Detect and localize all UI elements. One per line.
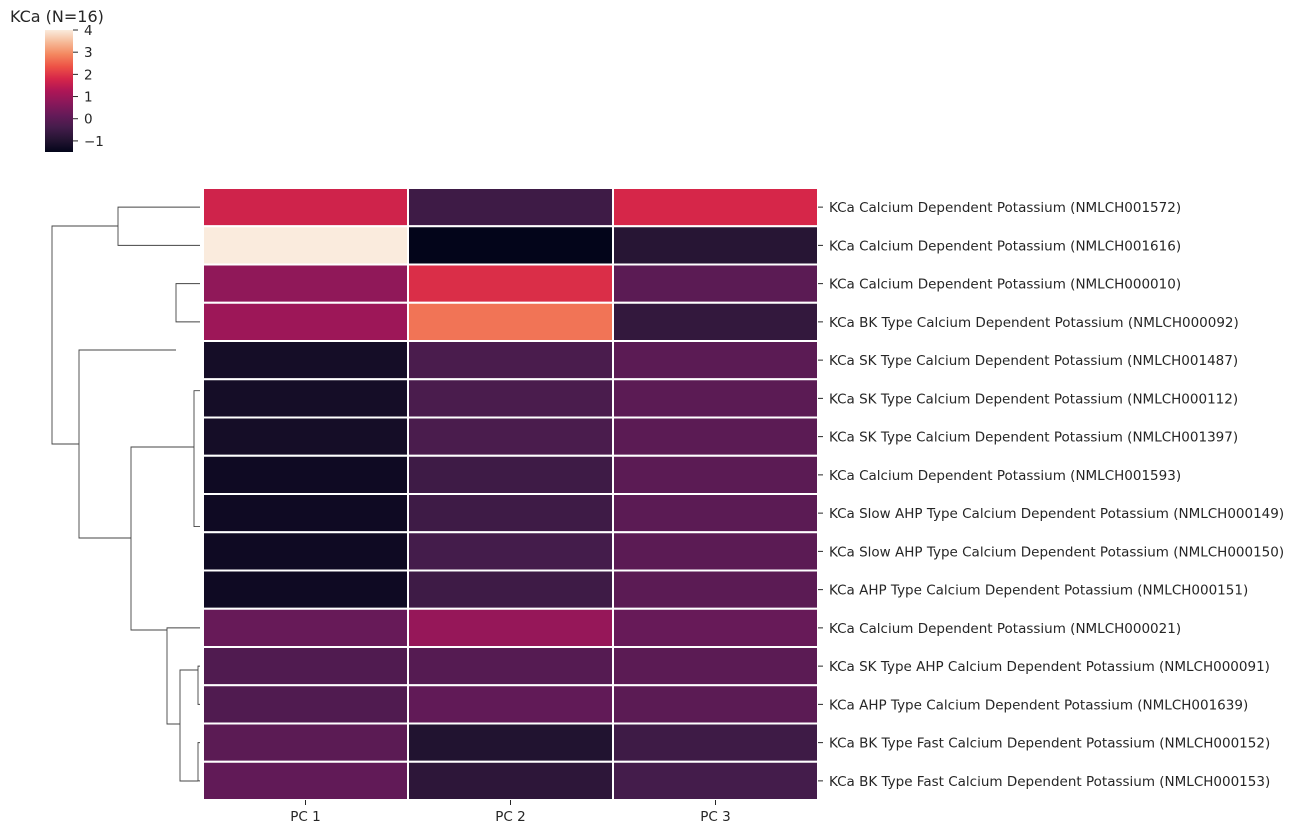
dendrogram-link (78, 349, 176, 539)
heatmap-cell (202, 760, 409, 801)
row-label: KCa Calcium Dependent Potassium (NMLCH00… (829, 468, 1181, 484)
heatmap-cell (612, 454, 819, 495)
heatmap-cell (612, 684, 819, 725)
row-label: KCa Calcium Dependent Potassium (NMLCH00… (829, 277, 1181, 293)
column-labels: PC 1 PC 2 PC 3 (290, 800, 731, 825)
heatmap-cell (202, 416, 409, 457)
chart-title: KCa (N=16) (10, 7, 104, 26)
colorbar-tick-label: −1 (84, 134, 104, 150)
heatmap-cell (202, 454, 409, 495)
heatmap-cell (612, 646, 819, 687)
heatmap-cell (407, 263, 614, 304)
heatmap-cell (612, 263, 819, 304)
heatmap-cell (407, 569, 614, 610)
heatmap-cell (407, 416, 614, 457)
heatmap-cell (612, 607, 819, 648)
row-label: KCa Calcium Dependent Potassium (NMLCH00… (829, 200, 1181, 216)
dendrogram-link (179, 669, 198, 782)
heatmap-cell (407, 684, 614, 725)
heatmap-cell (612, 531, 819, 572)
colorbar-tick-label: 4 (84, 23, 93, 39)
heatmap-cell (407, 340, 614, 381)
heatmap-cell (407, 646, 614, 687)
row-dendrogram (51, 206, 200, 782)
dendrogram-link (193, 390, 200, 527)
row-label: KCa SK Type Calcium Dependent Potassium … (829, 391, 1238, 407)
dendrogram-link (175, 283, 200, 323)
dendrogram-link (197, 665, 200, 705)
heatmap-cell (202, 684, 409, 725)
dendrogram-link (117, 206, 200, 246)
colorbar-tick-label: 0 (84, 112, 93, 128)
heatmap-cell (407, 454, 614, 495)
heatmap-cell (202, 225, 409, 266)
column-label: PC 1 (290, 809, 320, 825)
heatmap-cell (202, 187, 409, 228)
row-label: KCa SK Type AHP Calcium Dependent Potass… (829, 659, 1270, 675)
colorbar-tick-label: 1 (84, 90, 93, 106)
row-labels: KCa Calcium Dependent Potassium (NMLCH00… (818, 200, 1284, 790)
heatmap-cell (612, 187, 819, 228)
heatmap-cell (407, 187, 614, 228)
dendrogram-link (166, 627, 200, 725)
heatmap-cell (202, 493, 409, 534)
heatmap-cell (407, 225, 614, 266)
heatmap-cell (407, 531, 614, 572)
colorbar-tick-label: 2 (84, 67, 93, 83)
colorbar-gradient (45, 30, 73, 152)
heatmap-cell (612, 493, 819, 534)
row-label: KCa SK Type Calcium Dependent Potassium … (829, 430, 1238, 446)
dendrogram-link (51, 225, 118, 445)
heatmap-cell (202, 569, 409, 610)
row-label: KCa Calcium Dependent Potassium (NMLCH00… (829, 238, 1181, 254)
heatmap-cell (612, 760, 819, 801)
heatmap-cell (202, 646, 409, 687)
colorbar: −1 0 1 2 3 4 (45, 23, 104, 152)
column-label: PC 2 (495, 809, 525, 825)
row-label: KCa Calcium Dependent Potassium (NMLCH00… (829, 621, 1181, 637)
heatmap-grid (202, 187, 819, 801)
row-label: KCa SK Type Calcium Dependent Potassium … (829, 353, 1238, 369)
row-label: KCa BK Type Fast Calcium Dependent Potas… (829, 736, 1270, 752)
heatmap-cell (407, 722, 614, 763)
column-label: PC 3 (700, 809, 730, 825)
heatmap-cell (612, 340, 819, 381)
heatmap-cell (202, 531, 409, 572)
heatmap-cell (202, 263, 409, 304)
heatmap-cell (612, 378, 819, 419)
heatmap-cell (407, 301, 614, 342)
row-label: KCa Slow AHP Type Calcium Dependent Pota… (829, 544, 1284, 560)
heatmap-cell (202, 722, 409, 763)
heatmap-cell (612, 722, 819, 763)
dendrogram-link (130, 446, 194, 631)
dendrogram-link (197, 742, 200, 782)
heatmap-cell (407, 378, 614, 419)
heatmap-cell (612, 225, 819, 266)
heatmap-cell (202, 607, 409, 648)
heatmap-cell (407, 493, 614, 534)
colorbar-tick-label: 3 (84, 45, 93, 61)
row-label: KCa AHP Type Calcium Dependent Potassium… (829, 697, 1248, 713)
heatmap-cell (612, 416, 819, 457)
row-label: KCa BK Type Fast Calcium Dependent Potas… (829, 774, 1270, 790)
heatmap-cell (407, 607, 614, 648)
row-label: KCa BK Type Calcium Dependent Potassium … (829, 315, 1239, 331)
row-label: KCa Slow AHP Type Calcium Dependent Pota… (829, 506, 1284, 522)
heatmap-cell (202, 340, 409, 381)
heatmap-cell (612, 301, 819, 342)
heatmap-cell (612, 569, 819, 610)
heatmap-cell (202, 301, 409, 342)
heatmap-cell (407, 760, 614, 801)
row-label: KCa AHP Type Calcium Dependent Potassium… (829, 583, 1248, 599)
heatmap-cell (202, 378, 409, 419)
